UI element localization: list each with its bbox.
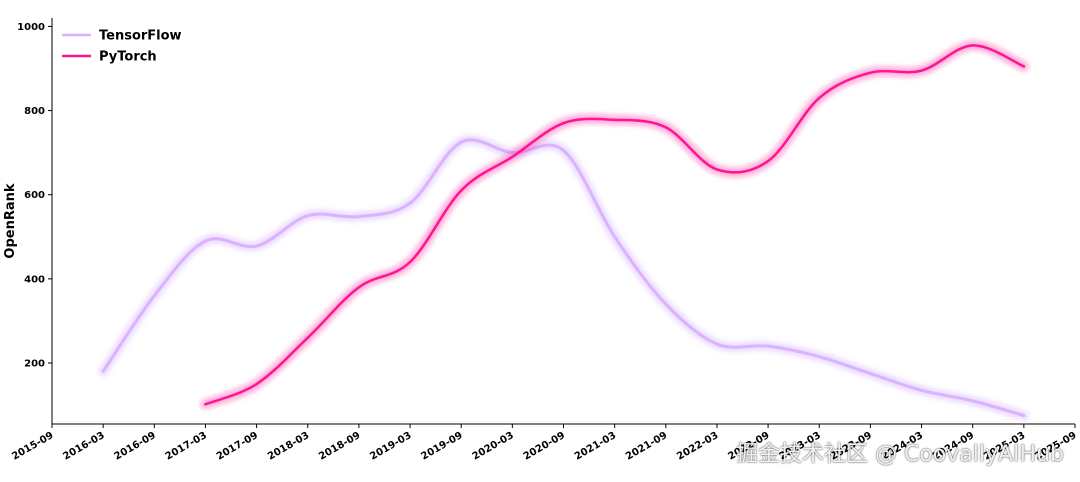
data-point [613,235,616,238]
data-point [920,389,923,392]
data-point [971,399,974,403]
x-tick-label: 2020-09 [522,430,567,462]
data-point [357,215,361,218]
data-point [511,155,514,159]
y-tick-label: 200 [24,358,45,369]
series-line-pytorch [204,44,1026,406]
x-tick-label: 2020-03 [471,430,516,462]
data-point [766,159,770,163]
data-point [869,372,872,375]
data-point [101,370,105,373]
data-point [818,96,821,100]
data-point [971,44,974,47]
data-point [664,302,667,306]
x-tick-label: 2018-03 [266,430,311,462]
x-tick-label: 2019-03 [368,430,413,462]
x-tick-label: 2016-09 [113,430,158,462]
data-point [204,403,207,406]
series-tensorflow [98,135,1029,421]
x-tick-label: 2015-09 [10,430,55,462]
x-tick-label: 2021-03 [573,430,618,462]
legend-label-pytorch: PyTorch [99,50,157,65]
data-point [818,355,821,358]
legend: TensorFlow PyTorch [62,29,182,65]
data-point [562,149,565,152]
data-point [613,118,616,122]
series-glow-tensorflow [98,135,1029,421]
data-point [460,140,463,144]
series-pytorch [200,40,1029,410]
legend-label-tensorflow: TensorFlow [99,29,182,44]
x-tick-label: 2021-09 [624,430,669,462]
y-tick-label: 600 [24,190,45,201]
data-point [204,239,207,243]
data-point [1022,65,1026,68]
data-point [920,69,923,72]
data-point [664,126,667,129]
data-point [766,344,770,348]
data-point [408,260,412,264]
x-tick-label: 2017-09 [215,430,260,462]
data-point [255,244,258,248]
data-point [255,382,258,386]
y-tick-label: 400 [24,274,45,285]
data-point [869,71,872,74]
series-glow-pytorch [200,40,1029,410]
y-tick-label: 1000 [17,22,45,33]
data-point [460,189,463,192]
data-point [408,201,412,205]
x-tick-label: 2022-03 [675,430,720,462]
data-point [306,214,309,217]
x-tick-label: 2017-03 [164,430,209,462]
data-point [153,294,156,297]
data-point [715,342,719,346]
x-tick-label: 2018-09 [317,430,362,462]
y-tick-label: 800 [24,106,45,117]
data-point [357,286,361,289]
series-layer [98,40,1029,421]
data-point [306,336,309,339]
data-point [715,168,719,171]
watermark: 掘金技术社区 @ CoovallyAIHub [735,442,1064,467]
x-tick-label: 2019-09 [419,430,464,462]
data-point [562,121,565,125]
data-point [1022,414,1026,417]
y-axis-label: OpenRank [3,183,18,258]
x-tick-label: 2016-03 [61,430,106,462]
